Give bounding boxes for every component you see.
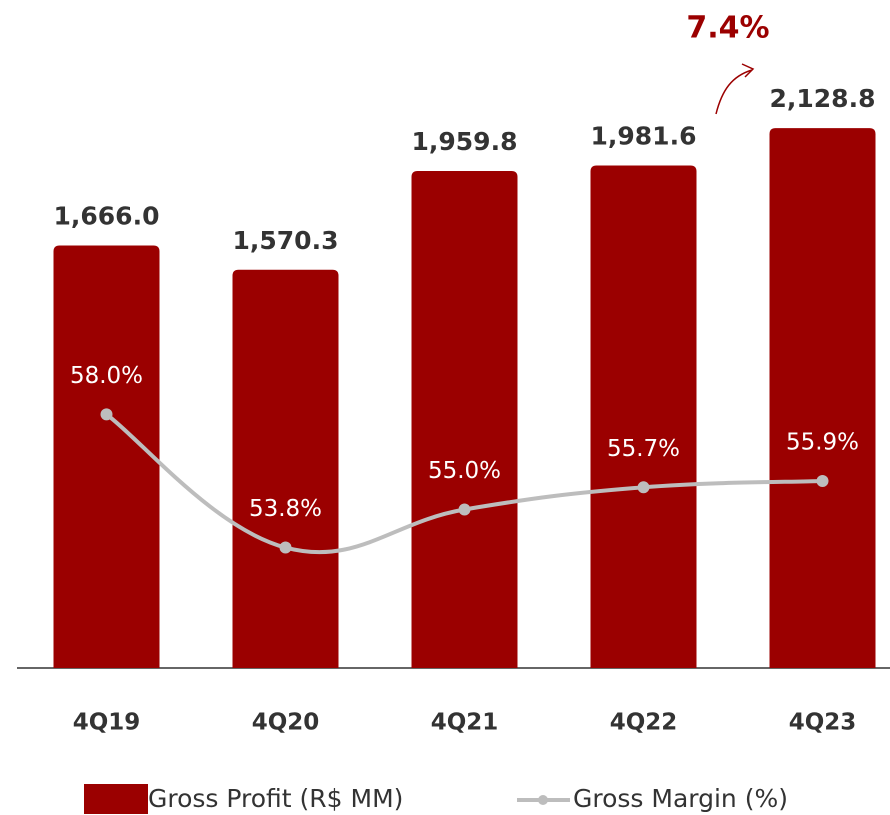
margin-point — [279, 541, 292, 554]
margin-value-label: 58.0% — [70, 363, 143, 389]
margin-point — [816, 474, 829, 487]
bar — [769, 128, 876, 668]
margin-point — [637, 481, 650, 494]
annotation: 7.4% — [686, 11, 769, 46]
x-tick-label: 4Q20 — [252, 710, 320, 736]
margin-value-label: 55.0% — [428, 458, 501, 484]
margin-value-label: 55.9% — [786, 429, 859, 455]
legend-label: Gross Profit (R$ MM) — [148, 784, 403, 813]
bar-value-label: 1,570.3 — [233, 226, 339, 255]
x-tick-label: 4Q19 — [73, 710, 141, 736]
arrow-head — [741, 63, 755, 78]
bar — [590, 165, 697, 668]
bar-value-label: 1,666.0 — [54, 202, 160, 231]
margin-line — [105, 412, 823, 555]
x-tick-label: 4Q22 — [610, 710, 678, 736]
bar — [411, 170, 518, 668]
margin-value-label: 55.7% — [607, 436, 680, 462]
margin-point — [100, 408, 113, 421]
margin-point — [458, 503, 471, 516]
bar-value-label: 2,128.8 — [770, 84, 876, 113]
x-tick-label: 4Q21 — [431, 710, 499, 736]
bar-value-label: 1,981.6 — [591, 121, 697, 150]
bar-value-label: 1,959.8 — [412, 127, 518, 156]
bar — [232, 269, 339, 668]
arrow — [715, 69, 753, 115]
legend-dot — [538, 795, 548, 805]
bar — [53, 245, 160, 669]
legend-swatch — [84, 784, 148, 814]
margin-value-label: 53.8% — [249, 496, 322, 522]
x-tick-label: 4Q23 — [789, 710, 857, 736]
legend-label: Gross Margin (%) — [573, 784, 788, 813]
